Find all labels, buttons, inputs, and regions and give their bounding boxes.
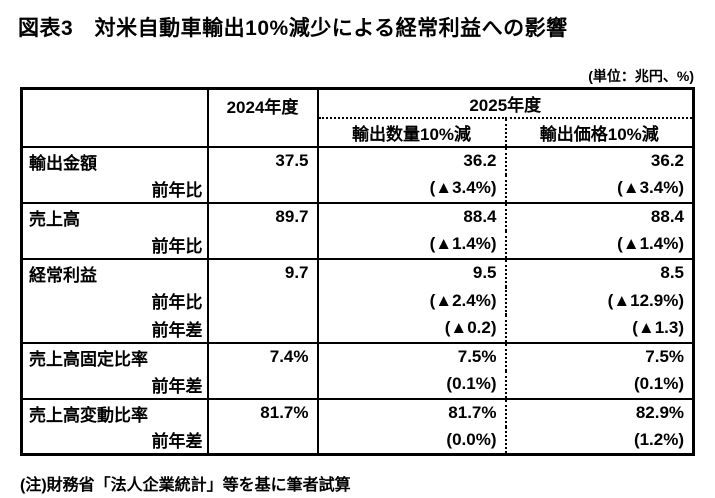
cell-fy2024 bbox=[207, 426, 319, 455]
cell-volume: (▲3.4%) bbox=[317, 174, 507, 203]
table-row: 前年比 (▲2.4%) (▲12.9%) bbox=[21, 286, 694, 315]
cell-fy2024 bbox=[207, 314, 319, 343]
cell-price: (▲1.3) bbox=[632, 318, 685, 337]
row-label: 売上高固定比率 bbox=[21, 341, 209, 371]
cell-volume: 9.5 bbox=[317, 257, 507, 287]
row-label: 前年差 bbox=[21, 314, 209, 343]
cell-fy2024 bbox=[207, 370, 319, 399]
header-fy2025: 2025年度 bbox=[317, 88, 694, 119]
table-row: 前年差 (0.0%) (1.2%) bbox=[21, 426, 694, 455]
table-row: 前年差 (0.1%) (0.1%) bbox=[21, 370, 694, 399]
cell-price: 82.9% bbox=[505, 397, 694, 427]
cell-fy2024: 81.7% bbox=[207, 397, 319, 427]
header-export-volume: 輸出数量10%減 bbox=[317, 117, 507, 148]
table-row: 前年比 (▲1.4%) (▲1.4%) bbox=[21, 230, 694, 259]
row-label: 経常利益 bbox=[21, 257, 209, 287]
row-label: 前年比 bbox=[21, 230, 209, 259]
row-label: 前年比 bbox=[21, 286, 209, 315]
header-fy2024: 2024年度 bbox=[207, 88, 319, 147]
table-row: 前年差 (▲0.2) (▲1.3) bbox=[21, 314, 694, 343]
source-footnote: (注)財務省「法人企業統計」等を基に筆者試算 bbox=[20, 477, 351, 494]
cell-volume: 81.7% bbox=[317, 397, 507, 427]
row-label: 売上高 bbox=[21, 201, 209, 231]
cell-volume: 36.2 bbox=[317, 145, 507, 175]
cell-fy2024 bbox=[207, 286, 319, 315]
unit-note: (単位：兆円、%) bbox=[588, 68, 694, 84]
table-header-row-1: 2024年度 2025年度 bbox=[21, 88, 694, 147]
cell-volume: (▲0.2) bbox=[317, 314, 507, 343]
table-row: 売上高固定比率 7.4% 7.5% 7.5% bbox=[21, 341, 694, 371]
row-label: 前年比 bbox=[21, 174, 209, 203]
cell-price: (▲3.4%) bbox=[617, 178, 685, 197]
cell-price: 7.5% bbox=[505, 341, 694, 371]
cell-price: (0.1%) bbox=[633, 374, 685, 393]
cell-volume: (▲1.4%) bbox=[317, 230, 507, 259]
header-export-price: 輸出価格10%減 bbox=[505, 117, 694, 148]
cell-volume: 7.5% bbox=[317, 341, 507, 371]
row-label: 売上高変動比率 bbox=[21, 397, 209, 427]
cell-fy2024: 89.7 bbox=[207, 201, 319, 231]
cell-price: 8.5 bbox=[505, 257, 694, 287]
cell-price: (1.2%) bbox=[633, 429, 685, 449]
row-label: 前年差 bbox=[21, 426, 209, 455]
cell-volume: (0.1%) bbox=[317, 370, 507, 399]
table-row: 売上高 89.7 88.4 88.4 bbox=[21, 201, 694, 231]
cell-fy2024: 37.5 bbox=[207, 145, 319, 175]
cell-fy2024: 7.4% bbox=[207, 341, 319, 371]
cell-fy2024 bbox=[207, 174, 319, 203]
page-title: 図表3 対米自動車輸出10%減少による経常利益への影響 bbox=[18, 17, 568, 40]
cell-price: 36.2 bbox=[505, 145, 694, 175]
cell-fy2024: 9.7 bbox=[207, 257, 319, 287]
cell-volume: (0.0%) bbox=[317, 426, 507, 455]
row-label: 前年差 bbox=[21, 370, 209, 399]
table-row: 輸出金額 37.5 36.2 36.2 bbox=[21, 145, 694, 175]
table-row: 前年比 (▲3.4%) (▲3.4%) bbox=[21, 174, 694, 203]
row-label: 輸出金額 bbox=[21, 145, 209, 175]
cell-volume: 88.4 bbox=[317, 201, 507, 231]
table-header-row-2: 輸出数量10%減 輸出価格10%減 bbox=[22, 117, 694, 148]
table-row: 売上高変動比率 81.7% 81.7% 82.9% bbox=[21, 397, 694, 427]
cell-volume: (▲2.4%) bbox=[317, 286, 507, 315]
impact-table: 2024年度 2025年度 輸出数量10%減 輸出価格10%減 輸出金額 37.… bbox=[20, 87, 696, 456]
header-blank bbox=[21, 88, 209, 147]
cell-price: (▲1.4%) bbox=[617, 234, 685, 253]
cell-fy2024 bbox=[207, 230, 319, 259]
cell-price: 88.4 bbox=[505, 201, 694, 231]
cell-price: (▲12.9%) bbox=[607, 290, 685, 310]
table-row: 経常利益 9.7 9.5 8.5 bbox=[21, 257, 694, 287]
